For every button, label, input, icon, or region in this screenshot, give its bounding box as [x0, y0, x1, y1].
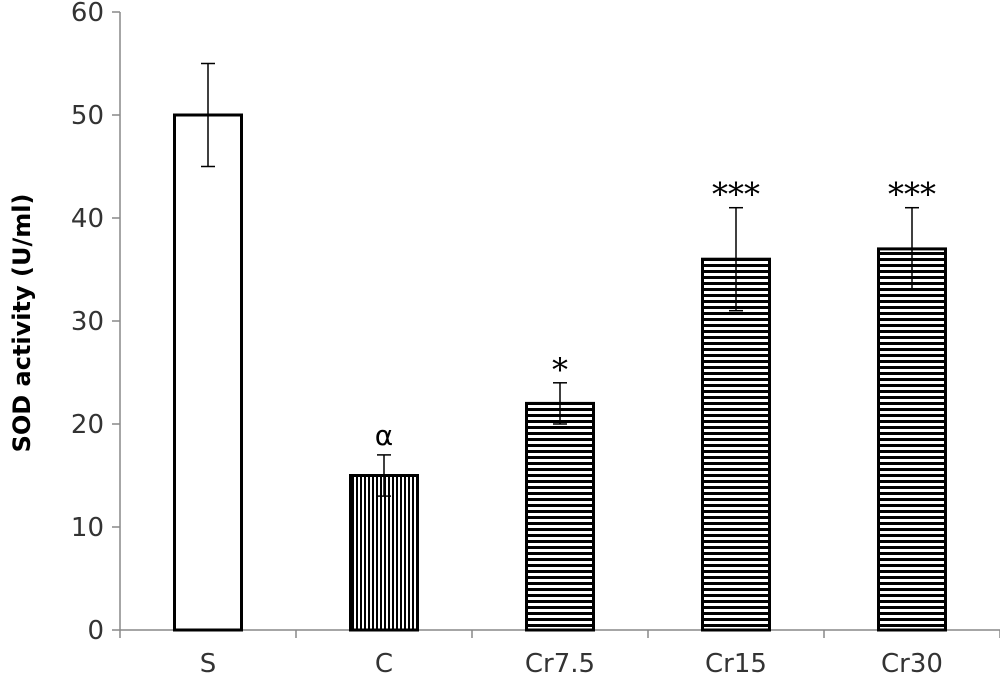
y-tick-label: 0 [87, 616, 104, 646]
significance-annotation: *** [888, 176, 936, 214]
bars [173, 62, 947, 632]
bar [525, 401, 595, 632]
y-tick-label: 40 [71, 204, 104, 234]
x-tick-label: S [200, 649, 217, 679]
y-axis-title: SOD activity (U/ml) [8, 194, 36, 453]
bar [173, 113, 243, 632]
bar [349, 474, 419, 632]
significance-annotation: * [552, 351, 568, 389]
x-tick-label: Cr15 [705, 649, 767, 679]
y-tick-label: 20 [71, 410, 104, 440]
bar [877, 247, 947, 632]
y-tick-label: 60 [71, 0, 104, 28]
axes [112, 11, 1000, 638]
x-tick-label: Cr7.5 [525, 649, 595, 679]
y-tick-label: 10 [71, 513, 104, 543]
significance-annotation: *** [712, 176, 760, 214]
x-tick-label: C [375, 649, 393, 679]
significance-annotation: α [375, 419, 393, 452]
x-tick-label: Cr30 [881, 649, 943, 679]
bar [701, 257, 771, 632]
y-tick-label: 30 [71, 307, 104, 337]
labels: 0 10 20 30 40 50 60 Sα C * Cr7.5 *** Cr15 *** Cr30 [71, 0, 943, 679]
y-tick-label: 50 [71, 101, 104, 131]
